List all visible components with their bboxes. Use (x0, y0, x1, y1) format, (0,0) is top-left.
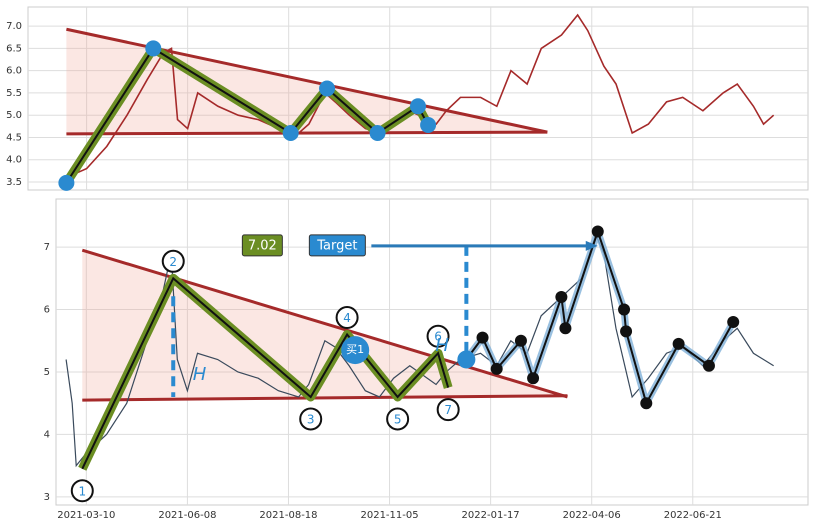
y-tick-label: 7.0 (6, 21, 22, 32)
pivot-label: 6 (434, 330, 442, 344)
target-value: 7.02 (248, 238, 277, 253)
trend-point (457, 350, 476, 369)
triangle-line (82, 394, 568, 402)
trend-point (620, 325, 633, 338)
pivot-point (145, 40, 162, 57)
trend-point (514, 334, 527, 347)
y-tick-label: 4.0 (6, 155, 22, 166)
pivot-label-circle (386, 407, 410, 431)
pivot-label: 7 (444, 403, 452, 417)
plot-area (55, 198, 809, 506)
x-tick-label: 2021-11-05 (360, 510, 418, 520)
trend-point (555, 291, 568, 304)
x-tick-label: 2021-08-18 (259, 510, 317, 520)
y-tick-label: 4.5 (6, 132, 22, 143)
triangle-line (66, 130, 548, 136)
pivot-point (420, 116, 437, 133)
y-tick-label: 3 (44, 492, 50, 503)
y-tick-label: 7 (44, 242, 50, 253)
pivot-label-circle (335, 306, 359, 330)
zigzag-line (81, 276, 450, 470)
y-tick-label: 6.0 (6, 66, 22, 77)
annotation: H (435, 335, 449, 356)
y-tick-label: 5.5 (6, 88, 22, 99)
trend-point (672, 337, 685, 350)
trend-line (465, 228, 735, 406)
x-tick-label: 2021-06-08 (158, 510, 216, 520)
pivot-point (369, 125, 386, 142)
buy-marker (341, 336, 370, 365)
x-tick-label: 2021-03-10 (57, 510, 115, 520)
trend-point (476, 331, 489, 344)
trend-point (727, 316, 740, 329)
buy-label: 买1 (346, 343, 364, 356)
x-tick-label: 2022-06-21 (664, 510, 722, 520)
triangle-line (81, 248, 568, 399)
pivot-label: 1 (78, 484, 86, 498)
x-tick-label: 2022-04-06 (563, 510, 621, 520)
pivot-label-circle (426, 324, 450, 348)
pivot-label-circle (70, 479, 94, 503)
y-tick-label: 6.5 (6, 43, 22, 54)
trend-point (618, 303, 631, 316)
target-arrowhead (585, 240, 598, 251)
pivot-label-circle (299, 407, 323, 431)
pivot-label-circle (436, 398, 460, 422)
trend-point (490, 362, 503, 375)
pivot-point (410, 98, 426, 115)
y-tick-label: 5 (44, 367, 50, 378)
trend-point (559, 322, 572, 335)
pivot-label: 2 (169, 255, 177, 269)
pivot-label: 3 (307, 412, 315, 426)
trend-point (640, 397, 653, 410)
target-label: Target (316, 238, 357, 253)
pivot-label: 4 (343, 311, 351, 325)
pivot-point (282, 125, 299, 142)
y-tick-label: 4 (44, 429, 50, 440)
y-tick-label: 5.0 (6, 110, 22, 121)
y-tick-label: 3.5 (6, 177, 22, 188)
trend-point (527, 372, 540, 385)
pivot-point (319, 80, 336, 97)
x-tick-label: 2022-01-17 (462, 510, 520, 520)
trend-point (591, 225, 604, 238)
target-box (308, 234, 366, 257)
y-tick-label: 6 (44, 305, 50, 316)
pivot-label: 5 (394, 412, 402, 426)
pivot-point (58, 174, 75, 191)
target-value-box (241, 234, 283, 257)
annotation: H (193, 364, 207, 385)
trend-point (702, 359, 715, 372)
pivot-label-circle (161, 249, 185, 273)
